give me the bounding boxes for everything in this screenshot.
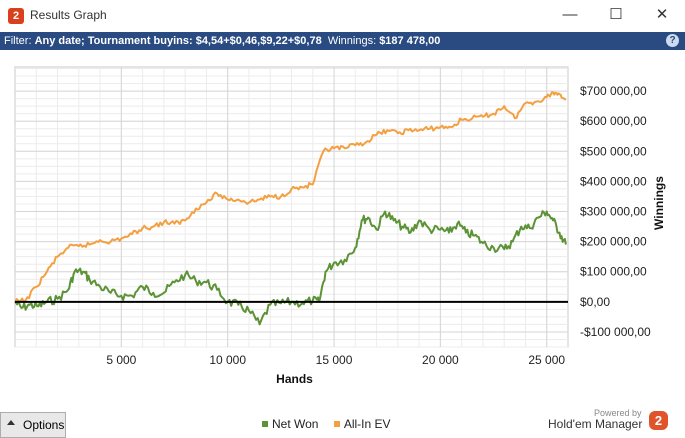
legend-swatch-net-won (262, 421, 268, 427)
y-tick-label: $100 000,00 (580, 265, 647, 279)
options-label: Options (23, 418, 65, 432)
options-button[interactable]: Options (0, 412, 66, 438)
x-tick-label: 15 000 (316, 353, 353, 367)
y-tick-label: $500 000,00 (580, 144, 647, 158)
hm2-app-icon: 2 (8, 8, 24, 24)
help-icon[interactable]: ? (666, 34, 679, 47)
filter-bar: Filter: Any date; Tournament buyins: $4,… (0, 32, 685, 50)
legend-item-all-in-ev: All-In EV (333, 417, 391, 431)
results-chart: 5 000 10 000 15 000 20 000 25 000 -$100 000,0… (0, 50, 685, 400)
caret-up-icon (7, 420, 15, 425)
close-button[interactable]: ✕ (655, 6, 669, 23)
legend-item-net-won: Net Won (262, 417, 318, 431)
winnings-label: Winnings: (321, 35, 380, 47)
winnings-value: $187 478,00 (379, 35, 441, 47)
chart-legend: Net Won All-In EV (262, 417, 403, 431)
powered-by-text: Powered by (594, 408, 642, 418)
legend-label-all-in-ev: All-In EV (343, 417, 391, 431)
hm-logo-icon: 2 (649, 411, 668, 430)
net-won-line (14, 210, 567, 326)
minimize-button[interactable]: — (562, 6, 578, 23)
y-tick-label: $0,00 (580, 295, 610, 309)
window-title: Results Graph (30, 8, 107, 22)
bottom-bar: Options Net Won All-In EV Powered by Hol… (0, 407, 685, 438)
y-tick-label: $200 000,00 (580, 235, 647, 249)
y-tick-label: $700 000,00 (580, 84, 647, 98)
maximize-button[interactable]: ☐ (609, 6, 623, 23)
chart-svg: 5 000 10 000 15 000 20 000 25 000 -$100 000,0… (14, 66, 666, 386)
y-tick-label: $300 000,00 (580, 205, 647, 219)
x-axis-title: Hands (276, 372, 313, 386)
filter-prefix: Filter: (4, 35, 35, 47)
title-bar: 2 Results Graph — ☐ ✕ (0, 0, 685, 32)
legend-label-net-won: Net Won (272, 417, 319, 431)
all-in-ev-line (14, 91, 567, 303)
y-tick-label: $600 000,00 (580, 114, 647, 128)
x-tick-label: 10 000 (209, 353, 246, 367)
legend-swatch-all-in-ev (333, 421, 340, 427)
y-tick-label: $400 000,00 (580, 174, 647, 188)
product-name: Hold'em Manager (548, 417, 643, 431)
y-tick-label: -$100 000,00 (580, 325, 651, 339)
x-tick-label: 20 000 (422, 353, 459, 367)
y-axis-title: Winnings (652, 176, 666, 230)
x-tick-label: 25 000 (528, 353, 565, 367)
filter-criteria: Any date; Tournament buyins: $4,54+$0,46… (34, 35, 322, 47)
x-tick-label: 5 000 (106, 353, 136, 367)
